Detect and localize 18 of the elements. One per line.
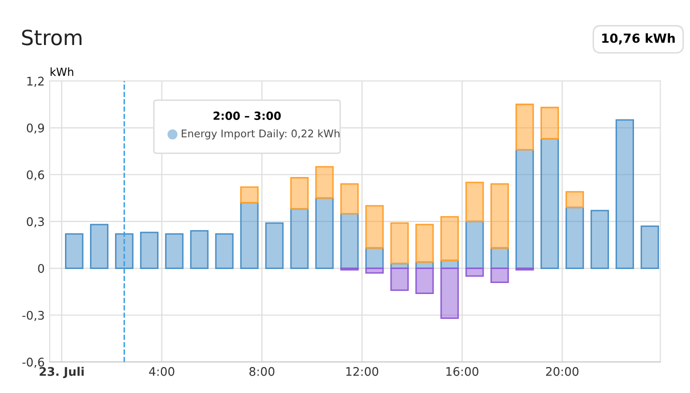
y-tick-label: 0,3	[26, 217, 44, 228]
y-tick-label: 0,9	[26, 124, 44, 134]
annotation: Energy Import Daily: 0,22 kWh	[182, 129, 340, 140]
x-tick-label: 4:00	[149, 367, 174, 376]
y-tick-label: -0,6	[22, 358, 44, 368]
y-tick-label: 0	[38, 264, 44, 273]
y-axis-title: kWh	[50, 67, 74, 76]
x-tick-label: 23. Juli	[40, 366, 84, 378]
y-tick-label: 0,6	[26, 170, 44, 180]
annotation: 2:00 – 3:00	[214, 112, 281, 120]
x-tick-label: 8:00	[249, 367, 274, 376]
chart-title: Strom	[22, 30, 82, 46]
x-tick-label: 12:00	[346, 367, 378, 376]
text: 10,76 kWh	[602, 33, 675, 45]
x-tick-label: 20:00	[546, 367, 578, 376]
x-tick-label: 16:00	[446, 367, 478, 376]
y-tick-label: 1,2	[27, 76, 44, 87]
y-tick-label: -0,3	[22, 310, 44, 321]
